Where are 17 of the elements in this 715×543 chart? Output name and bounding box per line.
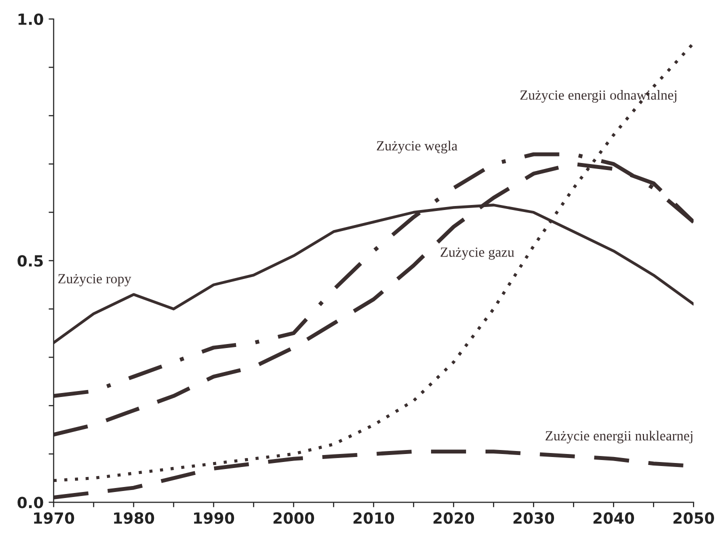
y-tick-label: 1.0 <box>18 13 44 26</box>
x-tick-label: 2020 <box>434 512 474 524</box>
y-tick-label: 0.5 <box>18 255 43 267</box>
x-tick-label: 2050 <box>674 512 714 524</box>
series-label: Zużycie gazu <box>440 247 514 260</box>
series-label: Zużycie energii odnawialnej <box>520 90 676 103</box>
x-tick-label: 2000 <box>274 512 314 524</box>
x-tick-label: 1970 <box>34 512 74 524</box>
x-tick-label: 1990 <box>194 512 234 524</box>
x-tick-label: 2040 <box>594 512 634 524</box>
series-label: Zużycie ropy <box>58 274 132 286</box>
text: Zużycie węgla <box>376 140 458 154</box>
x-tick-label: 2010 <box>354 512 394 524</box>
x-tick-label: 2030 <box>514 512 554 524</box>
x-tick-label: 1980 <box>114 512 154 524</box>
y-tick-label: 0.0 <box>18 496 44 508</box>
series-label: Zużycie energii nuklearnej <box>546 430 692 444</box>
